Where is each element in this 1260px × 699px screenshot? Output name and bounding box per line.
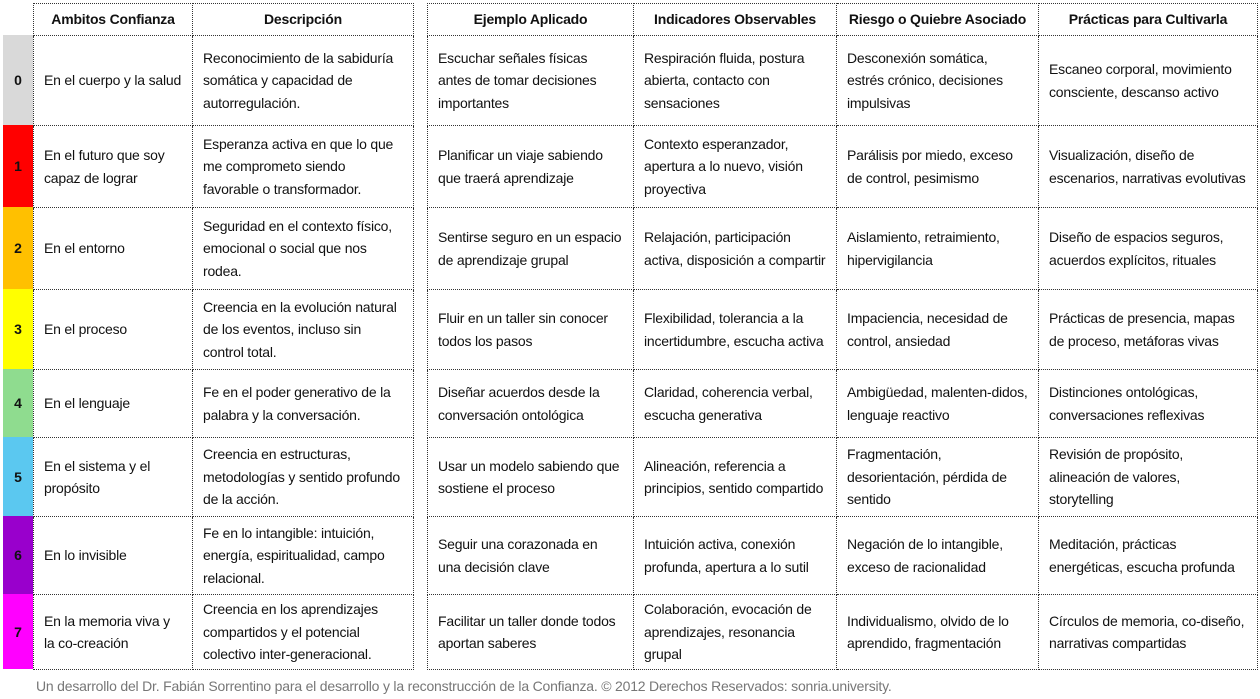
- table-cell: En lo invisible: [33, 516, 193, 595]
- table-cell: Impaciencia, necesidad de control, ansie…: [836, 289, 1039, 370]
- table-row: En el proceso Creencia en la evolución na…: [33, 289, 414, 370]
- column-header: Prácticas para Cultivarla: [1038, 3, 1258, 36]
- column-header: Riesgo o Quiebre Asociado: [836, 3, 1039, 36]
- table-cell: Fe en lo intangible: intuición, energía,…: [192, 516, 414, 595]
- table-cell: Parálisis por miedo, exceso de control, …: [836, 125, 1039, 208]
- table-cell: Contexto esperanzador, apertura a lo nue…: [633, 125, 837, 208]
- table-row: En el sistema y el propósito Creencia en …: [33, 437, 414, 517]
- table-cell: Respiración fluida, postura abierta, con…: [633, 35, 837, 126]
- table-cell: Fragmentación, desorientación, pérdida d…: [836, 437, 1039, 517]
- table-cell: Seguridad en el contexto físico, emocion…: [192, 207, 414, 290]
- table-cell: Seguir una corazonada en una decisión cl…: [427, 516, 634, 595]
- table-cell: En la memoria viva y la co-creación: [33, 594, 193, 670]
- table-row: Sentirse seguro en un espacio de aprendi…: [427, 207, 1258, 290]
- table-cell: Ambigüedad, malenten-didos, lenguaje rea…: [836, 369, 1039, 438]
- level-badge: 6: [3, 516, 33, 594]
- table-row: Diseñar acuerdos desde la conversación o…: [427, 369, 1258, 438]
- level-badge: 4: [3, 369, 33, 437]
- table-cell: Flexibilidad, tolerancia a la incertidum…: [633, 289, 837, 370]
- level-badge: 0: [3, 35, 33, 125]
- table-row: En lo invisible Fe en lo intangible: intu…: [33, 516, 414, 595]
- table-cell: Planificar un viaje sabiendo que traerá …: [427, 125, 634, 208]
- table-cell: Colaboración, evocación de aprendizajes,…: [633, 594, 837, 670]
- table-cell: En el lenguaje: [33, 369, 193, 438]
- table-cell: Desconexión somática, estrés crónico, de…: [836, 35, 1039, 126]
- table-cell: Prácticas de presencia, mapas de proceso…: [1038, 289, 1258, 370]
- table-ambitos: Ambitos Confianza Descripción En el cuerpo…: [33, 3, 414, 670]
- table-row: En la memoria viva y la co-creación Creen…: [33, 594, 414, 670]
- table-row: Seguir una corazonada en una decisión cl…: [427, 516, 1258, 595]
- table-cell: Individualismo, olvido de lo aprendido, …: [836, 594, 1039, 670]
- table-row: En el cuerpo y la salud Reconocimiento de…: [33, 35, 414, 126]
- level-badge: 7: [3, 594, 33, 669]
- table-cell: Intuición activa, conexión profunda, ape…: [633, 516, 837, 595]
- table-row: En el entorno Seguridad en el contexto fí…: [33, 207, 414, 290]
- column-header: Ambitos Confianza: [33, 3, 193, 36]
- footer-credit: Un desarrollo del Dr. Fabián Sorrentino …: [36, 678, 892, 694]
- table-cell: Diseñar acuerdos desde la conversación o…: [427, 369, 634, 438]
- table-cell: En el sistema y el propósito: [33, 437, 193, 517]
- table-cell: Negación de lo intangible, exceso de rac…: [836, 516, 1039, 595]
- table-cell: Reconocimiento de la sabiduría somática …: [192, 35, 414, 126]
- table-row: En el futuro que soy capaz de lograr Espe…: [33, 125, 414, 208]
- column-header: Ejemplo Aplicado: [427, 3, 634, 36]
- table-row: Planificar un viaje sabiendo que traerá …: [427, 125, 1258, 208]
- table-cell: Fe en el poder generativo de la palabra …: [192, 369, 414, 438]
- table-cell: Escuchar señales físicas antes de tomar …: [427, 35, 634, 126]
- table-cell: En el entorno: [33, 207, 193, 290]
- table-cell: Claridad, coherencia verbal, escucha gen…: [633, 369, 837, 438]
- table-cell: Escaneo corporal, movimiento consciente,…: [1038, 35, 1258, 126]
- table-cell: En el futuro que soy capaz de lograr: [33, 125, 193, 208]
- table-cell: Relajación, participación activa, dispos…: [633, 207, 837, 290]
- table-cell: Facilitar un taller donde todos aportan …: [427, 594, 634, 670]
- table-cell: Alineación, referencia a principios, sen…: [633, 437, 837, 517]
- table-cell: Distinciones ontológicas, conversaciones…: [1038, 369, 1258, 438]
- table-cell: Aislamiento, retraimiento, hipervigilanc…: [836, 207, 1039, 290]
- table-cell: Usar un modelo sabiendo que sostiene el …: [427, 437, 634, 517]
- table-row: En el lenguaje Fe en el poder generativo …: [33, 369, 414, 438]
- table-row: Facilitar un taller donde todos aportan …: [427, 594, 1258, 670]
- table-cell: Meditación, prácticas energéticas, escuc…: [1038, 516, 1258, 595]
- table-cell: Círculos de memoria, co-diseño, narrativ…: [1038, 594, 1258, 670]
- table-cell: Esperanza activa en que lo que me compro…: [192, 125, 414, 208]
- level-badge: 1: [3, 125, 33, 207]
- table-row: Fluir en un taller sin conocer todos los…: [427, 289, 1258, 370]
- table-cell: Fluir en un taller sin conocer todos los…: [427, 289, 634, 370]
- table-cell: Visualización, diseño de escenarios, nar…: [1038, 125, 1258, 208]
- table-cell: Creencia en la evolución natural de los …: [192, 289, 414, 370]
- table-cell: Creencia en estructuras, metodologías y …: [192, 437, 414, 517]
- table-cell: En el proceso: [33, 289, 193, 370]
- column-header: Descripción: [192, 3, 414, 36]
- level-badge: 3: [3, 289, 33, 369]
- table-cell: Creencia en los aprendizajes compartidos…: [192, 594, 414, 670]
- level-badge: 2: [3, 207, 33, 289]
- table-row: Escuchar señales físicas antes de tomar …: [427, 35, 1258, 126]
- table-cell: Sentirse seguro en un espacio de aprendi…: [427, 207, 634, 290]
- level-badge: 5: [3, 437, 33, 516]
- table-row: Usar un modelo sabiendo que sostiene el …: [427, 437, 1258, 517]
- table-practicas: Ejemplo Aplicado Indicadores Observables R…: [427, 3, 1258, 670]
- table-cell: Diseño de espacios seguros, acuerdos exp…: [1038, 207, 1258, 290]
- table-cell: Revisión de propósito, alineación de val…: [1038, 437, 1258, 517]
- table-cell: En el cuerpo y la salud: [33, 35, 193, 126]
- column-header: Indicadores Observables: [633, 3, 837, 36]
